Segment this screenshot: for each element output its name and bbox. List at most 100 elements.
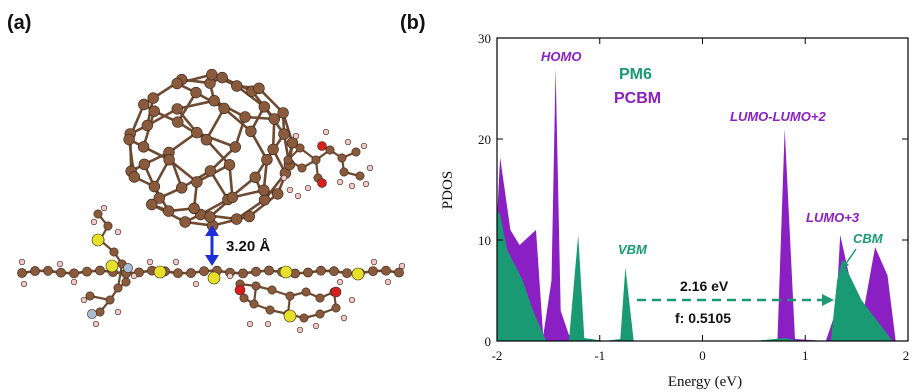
lumo3-annotation: LUMO+3 (806, 210, 860, 225)
carbon-atom (148, 105, 160, 117)
carbon-atom (85, 291, 95, 301)
carbon-atom (238, 268, 248, 279)
pcbm-side-chain (280, 128, 374, 200)
fluorine-atom (123, 263, 133, 273)
carbon-atom (249, 299, 259, 309)
hydrogen-atom (366, 164, 374, 172)
y-tick-label: 20 (478, 132, 491, 147)
carbon-atom (206, 68, 218, 81)
carbon-atom (128, 171, 141, 183)
gap-arrow (637, 294, 834, 306)
fluorine-atom (87, 309, 97, 319)
carbon-atom (191, 176, 203, 188)
carbon-atom (141, 119, 154, 132)
hydrogen-atom (344, 138, 352, 146)
carbon-atom (239, 111, 251, 123)
sulfur-atom (153, 265, 167, 279)
carbon-atom (315, 309, 325, 319)
carbon-atom (303, 267, 313, 278)
carbon-atom (229, 141, 242, 153)
fullerene-cage (123, 68, 299, 232)
panel-b-label: (b) (400, 12, 426, 34)
pdos-areas (497, 68, 896, 342)
hydrogen-atom (90, 218, 98, 226)
hydrogen-atom (340, 314, 348, 322)
carbon-atom (171, 103, 184, 115)
carbon-atom (249, 171, 261, 184)
hydrogen-atom (360, 142, 368, 150)
carbon-atom (93, 209, 103, 219)
carbon-atom (204, 211, 216, 223)
carbon-atom (251, 281, 261, 291)
sulfur-atom (283, 309, 297, 323)
carbon-atom (95, 307, 105, 317)
carbon-atom (190, 86, 202, 99)
carbon-atom (123, 133, 135, 146)
hydrogen-atom (322, 128, 330, 136)
sulfur-atom (351, 267, 365, 281)
hydrogen-atom (146, 258, 154, 266)
sulfur-atom (279, 265, 293, 279)
hydrogen-atom (294, 192, 302, 200)
carbon-atom (113, 283, 123, 293)
x-tick-label: 2 (903, 348, 910, 363)
carbon-atom (162, 205, 175, 217)
hydrogen-atom (296, 326, 304, 334)
carbon-atom (191, 126, 203, 139)
carbon-atom (311, 155, 321, 165)
bond (176, 99, 216, 111)
oxygen-atom (330, 286, 342, 298)
hydrogen-atom (384, 278, 392, 286)
carbon-atom (204, 165, 217, 177)
carbon-atom (258, 101, 270, 113)
carbon-atom (278, 128, 290, 140)
hydrogen-atom (292, 132, 300, 140)
hydrogen-atom (336, 178, 344, 186)
hydrogen-atom (56, 260, 64, 268)
carbon-atom (218, 102, 230, 115)
carbon-atom (277, 107, 289, 119)
y-tick-label: 30 (478, 31, 491, 46)
carbon-atom (230, 213, 243, 225)
hydrogen-atom (92, 320, 100, 328)
bond (222, 107, 253, 133)
x-tick-label: -1 (594, 348, 605, 363)
carbon-atom (253, 82, 265, 95)
hydrogen-atom (286, 186, 294, 194)
carbon-atom (163, 154, 175, 166)
carbon-atom (339, 167, 349, 177)
y-axis-title: PDOS (440, 171, 456, 209)
series-area-pm6 (497, 209, 893, 341)
carbon-atom (295, 143, 305, 153)
carbon-atom (394, 267, 404, 278)
hydrogen-atom (336, 278, 344, 286)
carbon-atom (30, 266, 40, 276)
carbon-atom (258, 194, 271, 206)
carbon-atom (186, 268, 196, 278)
carbon-atom (226, 191, 239, 204)
carbon-atom (325, 145, 335, 155)
carbon-atom (258, 184, 270, 196)
y-tick-label: 10 (478, 233, 491, 248)
carbon-atom (267, 143, 279, 156)
distance-arrow (205, 225, 219, 266)
sulfur-atom (91, 233, 105, 247)
carbon-atom (251, 266, 261, 277)
carbon-atom (137, 141, 150, 153)
oxygen-atom (317, 141, 327, 151)
gap-label: 2.16 eV (680, 278, 729, 294)
y-tick-label: 0 (485, 334, 492, 349)
oxygen-atom (234, 284, 246, 296)
lumo-lumo2-annotation: LUMO-LUMO+2 (730, 109, 826, 124)
carbon-atom (243, 210, 256, 223)
carbon-atom (171, 77, 183, 90)
hydrogen-atom (370, 258, 378, 266)
carbon-atom (337, 153, 347, 163)
hydrogen-atom (280, 174, 288, 182)
carbon-atom (147, 92, 159, 104)
carbon-atom (331, 303, 341, 313)
carbon-atom (268, 113, 280, 125)
carbon-atom (264, 265, 274, 276)
